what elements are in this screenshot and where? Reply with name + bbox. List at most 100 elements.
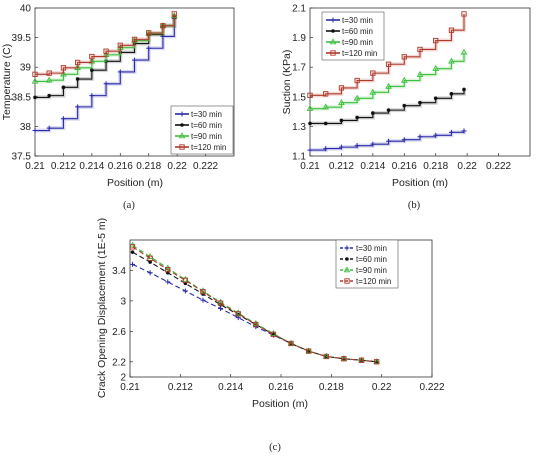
data-point — [130, 261, 136, 267]
data-point — [339, 118, 344, 123]
data-point — [416, 70, 424, 77]
data-point — [117, 42, 123, 48]
y-tick-label: 3 — [120, 296, 126, 307]
data-point — [147, 255, 153, 261]
series-line — [35, 13, 175, 75]
data-point — [401, 54, 407, 60]
panel-label: (c) — [269, 442, 281, 453]
data-point — [200, 297, 206, 303]
data-point — [182, 277, 189, 283]
y-tick-label: 2.2 — [112, 357, 126, 368]
data-point — [88, 57, 96, 64]
series-line — [132, 246, 377, 363]
y-tick-label: 2 — [120, 373, 126, 384]
data-point — [252, 320, 260, 326]
y-tick-label: 1.5 — [292, 92, 306, 103]
chart-c: 0.21 0.212 0.214 0.216 0.218 0.22 0.222 2 2.2 2.6… — [96, 218, 445, 453]
x-tick-label: 0.212 — [168, 382, 193, 393]
x-tick-label: 0.222 — [419, 382, 444, 393]
legend-marker — [179, 144, 185, 150]
data-point — [323, 91, 329, 97]
data-point — [386, 138, 392, 144]
x-tick-label: 0.222 — [193, 161, 218, 172]
y-tick-label: 3.4 — [112, 266, 126, 277]
data-point — [75, 104, 81, 110]
x-tick-label: 0.218 — [136, 161, 161, 172]
data-point — [461, 128, 467, 134]
data-point — [60, 116, 66, 122]
legend-marker — [331, 29, 335, 33]
data-point — [448, 129, 454, 135]
data-point — [433, 132, 439, 138]
data-point — [253, 321, 259, 328]
data-point — [89, 53, 95, 60]
data-point — [74, 59, 81, 66]
legend: t=30 min t=60 min t=90 min t=120 min — [321, 11, 385, 61]
data-point — [323, 146, 329, 152]
data-point — [270, 331, 277, 338]
series-line — [310, 13, 465, 96]
data-point — [461, 11, 467, 17]
data-point — [32, 128, 38, 134]
legend-marker — [344, 245, 350, 251]
data-point — [358, 357, 365, 363]
data-point — [322, 103, 330, 110]
legend-label: t=60 min — [342, 27, 373, 36]
x-tick-label: 0.222 — [486, 161, 511, 172]
data-point — [103, 48, 109, 54]
data-point — [46, 125, 52, 131]
data-point — [385, 82, 392, 89]
data-point — [218, 306, 224, 311]
legend-label: t=30 min — [191, 110, 222, 119]
data-point — [75, 77, 80, 81]
legend-label: t=90 min — [191, 132, 222, 141]
data-point — [369, 88, 377, 95]
y-tick-label: 39 — [20, 63, 32, 74]
series-line — [310, 52, 465, 110]
data-point — [306, 348, 312, 354]
x-tick-label: 0.214 — [79, 161, 104, 172]
data-point — [60, 65, 67, 71]
legend-marker — [330, 50, 336, 56]
data-point — [45, 76, 53, 83]
x-tick-label: 0.216 — [268, 382, 293, 393]
series-2 — [306, 48, 468, 111]
data-point — [171, 11, 177, 17]
y-tick-label: 38.5 — [12, 92, 32, 103]
data-point — [117, 69, 123, 75]
legend-label: t=30 min — [356, 244, 387, 253]
data-point — [400, 76, 408, 83]
legend: t=30 min t=60 min t=90 min t=120 min — [170, 105, 234, 155]
x-axis-label: Position (m) — [252, 398, 308, 410]
data-point — [32, 71, 38, 77]
data-point — [370, 141, 376, 147]
data-point — [217, 300, 224, 306]
data-point — [354, 143, 360, 149]
chart-a: 0.21 0.212 0.214 0.216 0.218 0.22 0.222 37.5 38 3… — [1, 4, 235, 211]
x-tick-label: 0.214 — [218, 382, 243, 393]
legend-label: t=30 min — [342, 16, 373, 25]
x-axis-label: Position (m) — [107, 177, 163, 189]
legend-marker — [344, 278, 350, 284]
legend-label: t=60 min — [356, 255, 387, 264]
data-point — [146, 45, 152, 51]
data-point — [146, 30, 152, 36]
data-point — [433, 37, 439, 44]
data-point — [355, 115, 359, 120]
data-point — [402, 103, 407, 108]
data-point — [385, 61, 392, 67]
legend-marker — [345, 257, 349, 261]
x-tick-label: 0.218 — [319, 382, 344, 393]
chart-b: 0.21 0.212 0.214 0.216 0.218 0.22 0.222 1.1 1.3 1… — [281, 4, 531, 211]
x-tick-label: 0.212 — [51, 161, 76, 172]
data-point — [182, 288, 188, 294]
legend: t=30 min t=60 min t=90 min t=120 min — [335, 239, 399, 289]
data-point — [307, 92, 313, 98]
data-point — [417, 46, 423, 53]
data-point — [165, 267, 171, 273]
y-axis-label: Crack Opening Displacement (1E-5 m) — [96, 218, 108, 398]
legend-marker — [179, 111, 185, 117]
data-point — [323, 353, 329, 360]
data-point — [33, 95, 37, 100]
data-point — [370, 70, 376, 76]
